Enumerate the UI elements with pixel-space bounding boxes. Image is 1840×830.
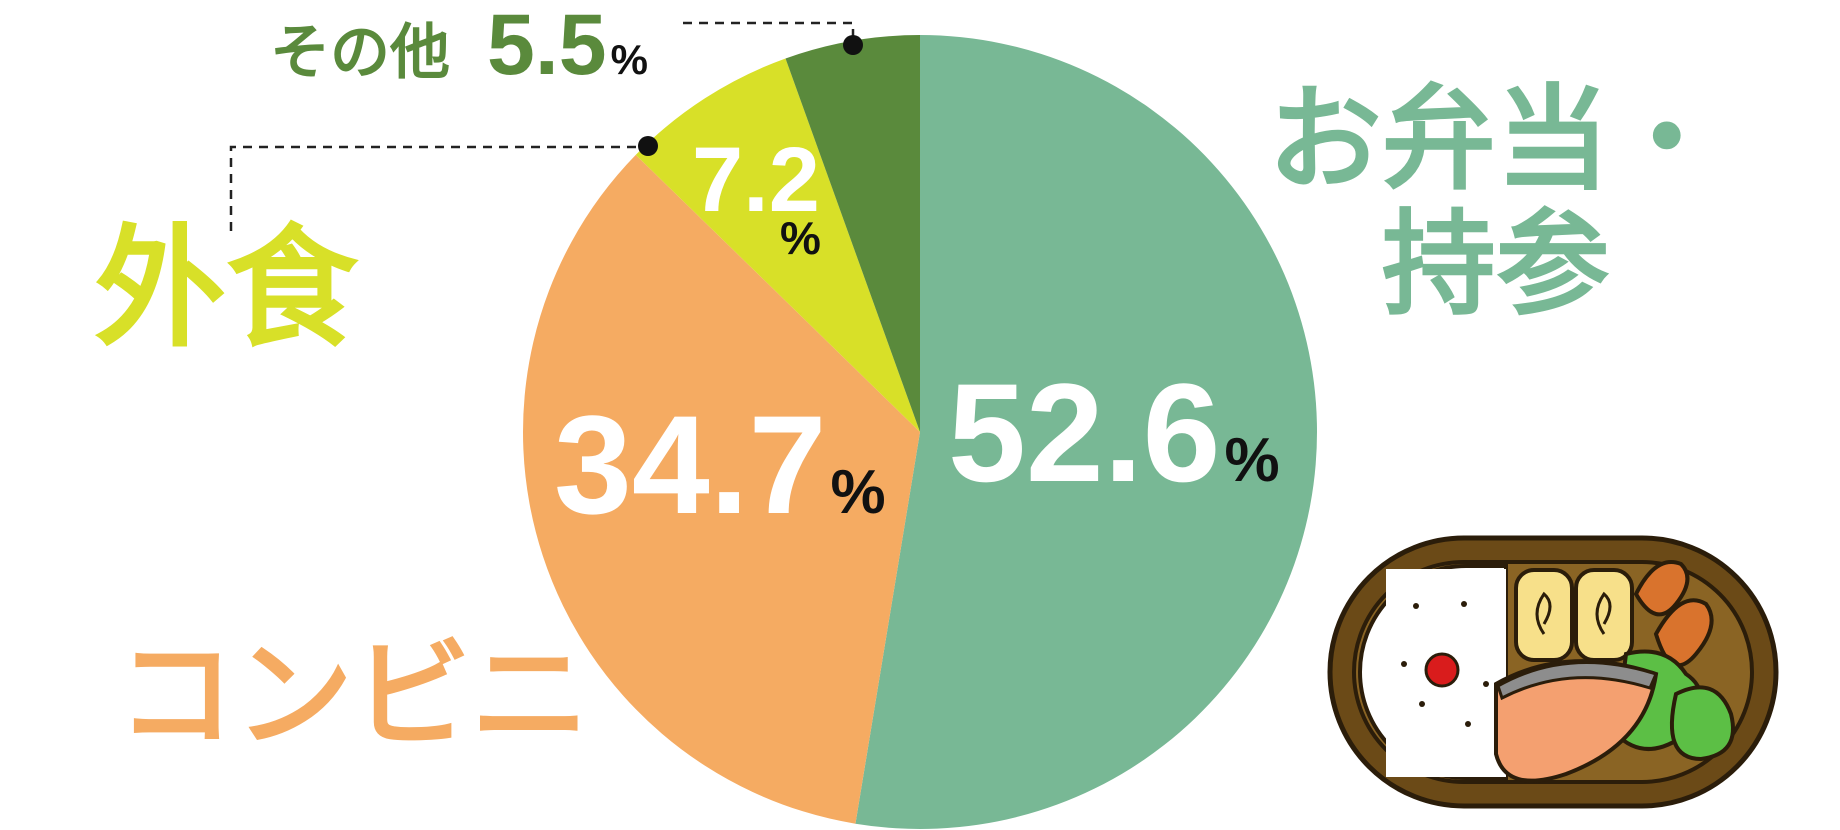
category-label: 外食 [94, 215, 358, 362]
unit: % [1224, 426, 1279, 495]
leader-line [229, 145, 648, 231]
leader-line [683, 21, 855, 45]
value-label: 5.5% [487, 0, 648, 93]
category-label: その他 [270, 19, 450, 86]
value-label: 7.2 [692, 129, 820, 231]
pie-slice [635, 58, 920, 432]
pie [523, 35, 1318, 830]
unit: % [780, 212, 821, 264]
category-label: コンビニ [117, 630, 590, 762]
value: 7.2 [692, 129, 820, 231]
value: 34.7 [554, 386, 826, 543]
value-label: 52.6% [948, 354, 1280, 511]
value-label: 34.7% [554, 386, 886, 543]
unit: % [611, 36, 648, 83]
leader-dot [638, 136, 658, 156]
pie-slice [785, 35, 920, 432]
value: 52.6 [948, 354, 1220, 511]
category-label: お弁当・持参 [1267, 77, 1724, 330]
bento-illustration [1327, 535, 1779, 809]
pie-slice [855, 35, 1318, 830]
leader-dot [843, 35, 863, 55]
pie-slice [523, 154, 920, 824]
value: 5.5 [487, 0, 607, 93]
unit: % [830, 458, 885, 527]
